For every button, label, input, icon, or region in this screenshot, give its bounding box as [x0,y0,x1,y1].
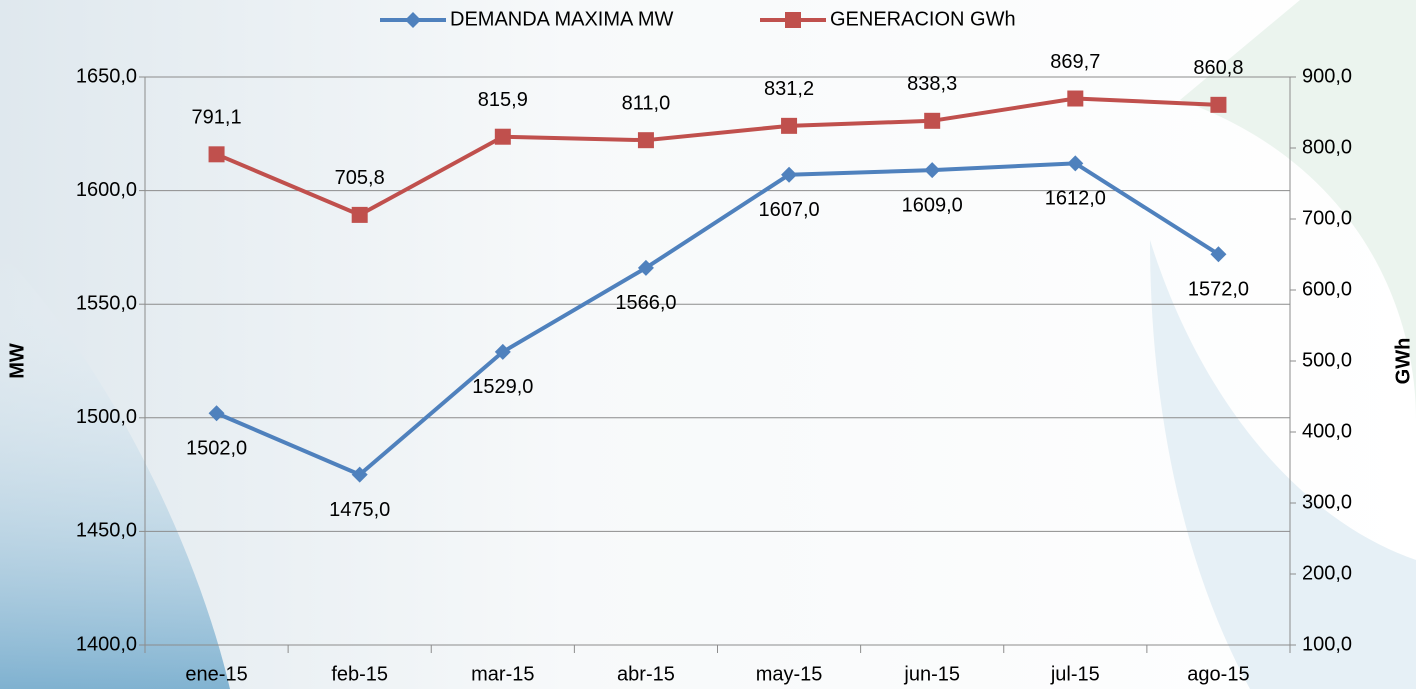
marker [208,146,225,163]
marker [781,166,798,183]
y-tick-label: 1650,0 [76,65,137,87]
y2-tick-label: 200,0 [1302,562,1352,584]
series-line [215,161,1220,477]
y2-tick-label: 300,0 [1302,491,1352,513]
data-label: 869,7 [1050,51,1100,73]
marker [924,112,941,129]
legend-marker [405,12,421,28]
y-tick-label: 1550,0 [76,292,137,314]
y-tick-label: 1450,0 [76,520,137,542]
x-tick-label: jul-15 [1050,663,1100,685]
marker [1067,90,1084,107]
marker [924,162,941,179]
marker [351,466,368,483]
data-label: 838,3 [907,73,957,95]
data-label: 1529,0 [472,376,533,398]
data-label: 815,9 [478,89,528,111]
data-label: 791,1 [192,107,242,129]
decoration [1150,240,1416,689]
marker [1067,155,1084,172]
data-label: 1607,0 [758,199,819,221]
y2-tick-label: 600,0 [1302,278,1352,300]
legend-marker [785,12,801,28]
decoration [0,250,230,689]
legend-label: GENERACION GWh [830,8,1016,30]
data-label: 811,0 [622,92,671,114]
series-line [215,96,1219,217]
y2-tick-label: 900,0 [1302,65,1352,87]
marker [637,132,654,149]
x-tick-label: feb-15 [331,663,388,685]
marker [494,343,511,360]
marker [208,405,225,422]
x-tick-label: mar-15 [471,663,534,685]
data-label: 1502,0 [186,438,247,460]
y2-tick-label: 100,0 [1302,633,1352,655]
marker [637,259,654,276]
marker [1210,96,1227,113]
x-tick-label: may-15 [756,663,823,685]
data-label: 1566,0 [615,292,676,314]
y2-tick-label: 400,0 [1302,420,1352,442]
y-tick-label: 1500,0 [76,406,137,428]
data-label: 831,2 [764,78,814,100]
decoration [1180,0,1416,420]
marker [1210,246,1227,263]
y2-tick-label: 700,0 [1302,207,1352,229]
x-tick-label: ago-15 [1187,663,1249,685]
y2-axis-title: GWh [1392,338,1414,385]
data-label: 705,8 [335,167,385,189]
legend-label: DEMANDA MAXIMA MW [450,8,673,30]
x-tick-label: ene-15 [185,663,247,685]
marker [781,117,798,134]
data-label: 1612,0 [1045,188,1106,210]
data-label: 1609,0 [902,194,963,216]
data-label: 1572,0 [1188,278,1249,300]
x-tick-label: jun-15 [903,663,960,685]
marker [494,128,511,145]
y-axis-title: MW [6,343,28,379]
data-label: 1475,0 [329,499,390,521]
y2-tick-label: 800,0 [1302,136,1352,158]
data-label: 860,8 [1193,57,1243,79]
y-tick-label: 1600,0 [76,179,137,201]
x-tick-label: abr-15 [617,663,675,685]
y2-tick-label: 500,0 [1302,349,1352,371]
marker [351,206,368,223]
y-tick-label: 1400,0 [76,633,137,655]
